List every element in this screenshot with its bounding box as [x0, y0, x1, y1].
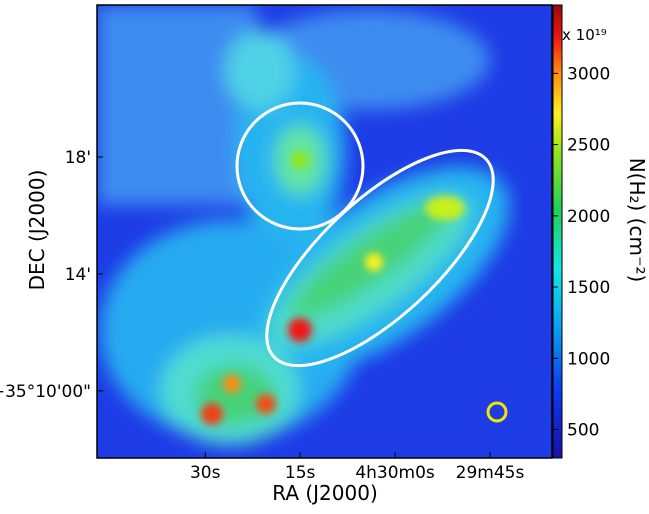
region-ellipse [265, 148, 495, 368]
colorbar-tick-label: 2000 [567, 207, 610, 227]
colorbar-tick-label: 2500 [567, 136, 610, 156]
colorbar-multiplier: x 10¹⁹ [562, 26, 607, 44]
y-axis-label: DEC (J2000) [25, 170, 49, 291]
x-tick-label: 29m45s [456, 463, 525, 483]
column-density-map [97, 5, 552, 458]
region-circle [235, 101, 365, 231]
x-tick-label: 4h30m0s [355, 463, 435, 483]
y-tick-label: 18' [65, 148, 91, 168]
plot-frame [96, 4, 553, 459]
colorbar-tick-label: 500 [567, 421, 599, 441]
colorbar-label: N(H₂) (cm⁻²) [625, 158, 649, 283]
x-tick-label: 15s [285, 463, 316, 483]
colorbar-tick-label: 1500 [567, 278, 610, 298]
x-tick-label: 30s [190, 463, 221, 483]
beam-circle [486, 401, 508, 423]
colorbar [552, 4, 563, 459]
x-axis-label: RA (J2000) [272, 481, 378, 505]
y-tick-label: 14' [65, 265, 91, 285]
colorbar-tick-label: 1000 [567, 349, 610, 369]
colorbar-tick-label: 3000 [567, 64, 610, 84]
y-tick-label: +35°10'00" [0, 382, 91, 402]
